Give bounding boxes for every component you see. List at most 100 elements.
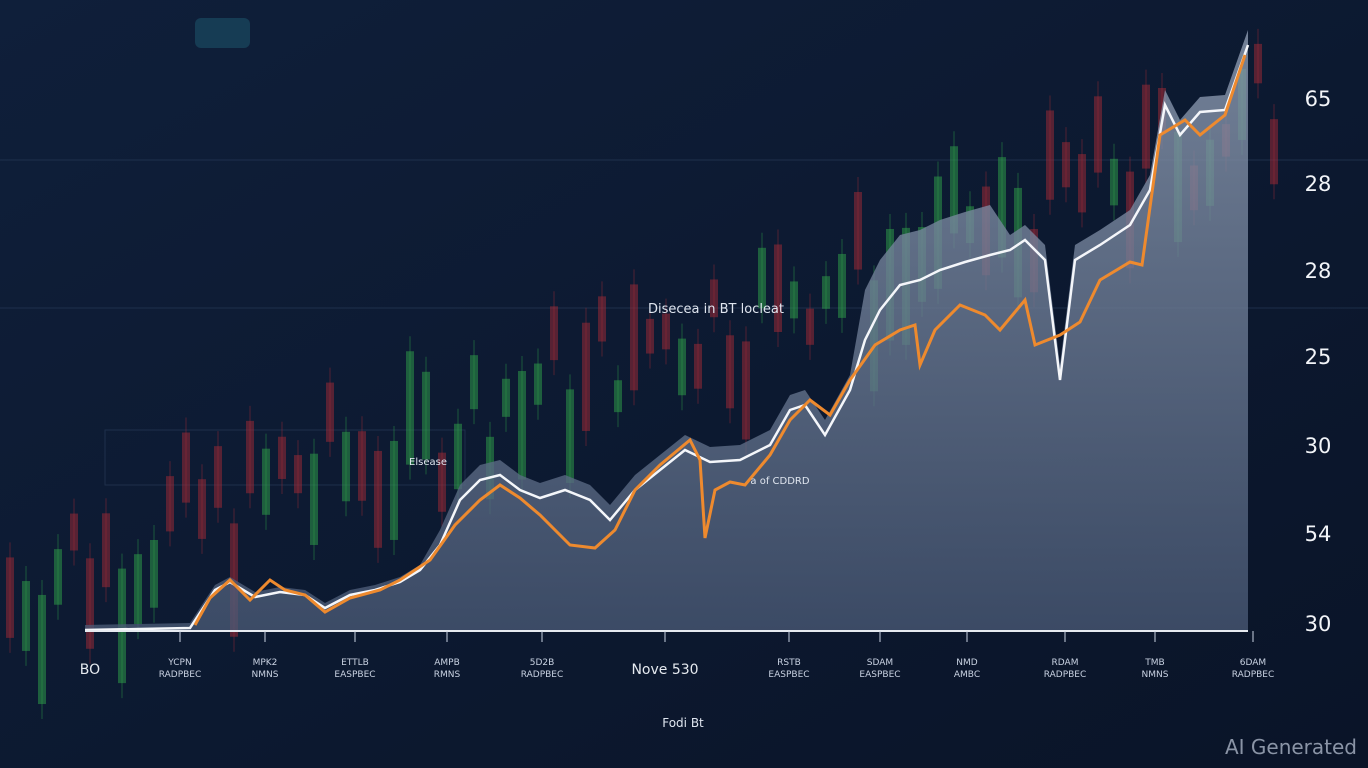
y-tick-label: 25 xyxy=(1305,345,1332,369)
candle-body xyxy=(390,440,398,540)
x-tick-label: AMBC xyxy=(954,670,980,680)
x-axis-title: Fodi Bt xyxy=(662,716,704,730)
candle-body xyxy=(358,431,366,501)
x-tick-label: YCPN xyxy=(167,658,191,668)
y-tick-label: 30 xyxy=(1305,612,1332,636)
candle-body xyxy=(790,281,798,319)
candle-body xyxy=(502,378,510,417)
candle-body xyxy=(822,276,830,309)
x-tick-label: RDAM xyxy=(1052,658,1079,668)
candle-body xyxy=(518,371,526,480)
candle-body xyxy=(998,157,1006,258)
candle-body xyxy=(1142,84,1150,169)
candle-body xyxy=(294,455,302,494)
x-tick-label: 5D2B xyxy=(530,658,555,668)
white-line xyxy=(84,44,1250,632)
candle-body xyxy=(758,247,766,309)
candle-body xyxy=(1046,110,1054,200)
x-tick-label: 6DAM xyxy=(1240,658,1266,668)
candle-body xyxy=(662,313,670,350)
x-tick-label: EASPBEC xyxy=(859,670,900,680)
x-tick-label: RSTB xyxy=(777,658,801,668)
candle-body xyxy=(534,363,542,405)
x-tick-label: EASPBEC xyxy=(768,670,809,680)
candle-body xyxy=(1110,158,1118,206)
x-tick-label: RADPBEC xyxy=(521,670,564,680)
candle-body xyxy=(70,513,78,551)
candle-body xyxy=(550,306,558,361)
candle-body xyxy=(566,389,574,484)
candle-body xyxy=(806,308,814,345)
candle-body xyxy=(598,296,606,342)
candle-body xyxy=(150,540,158,608)
candle-body xyxy=(342,431,350,502)
candle-body xyxy=(198,479,206,539)
candle-body xyxy=(54,549,62,605)
y-tick-label: 30 xyxy=(1305,434,1332,458)
candle-body xyxy=(262,448,270,515)
price-area xyxy=(85,30,1248,631)
candle-body xyxy=(1094,96,1102,173)
candle-body xyxy=(582,322,590,431)
candle-body xyxy=(742,341,750,440)
candle-body xyxy=(854,192,862,270)
x-tick-label: EASPBEC xyxy=(334,670,375,680)
candle-body xyxy=(374,450,382,548)
y-tick-label: 54 xyxy=(1305,522,1332,546)
candle-body xyxy=(838,253,846,318)
y-tick-label: 28 xyxy=(1305,259,1332,283)
x-tick-label: NMNS xyxy=(1142,670,1169,680)
candle-body xyxy=(134,554,142,625)
candle-body xyxy=(678,338,686,396)
x-tick-label: RADPBEC xyxy=(1044,670,1087,680)
candle-body xyxy=(454,423,462,490)
candle-body xyxy=(102,513,110,588)
candle-body xyxy=(422,371,430,460)
annotation: Elsease xyxy=(409,457,447,468)
candle-body xyxy=(726,335,734,409)
candle-body xyxy=(182,432,190,503)
x-tick-label: RADPBEC xyxy=(159,670,202,680)
candle-body xyxy=(326,382,334,442)
candle-body xyxy=(38,594,46,705)
x-tick-label: NMD xyxy=(956,658,977,668)
annotation: a of CDDRD xyxy=(750,476,809,487)
candle-body xyxy=(86,558,94,649)
x-tick-label: NMNS xyxy=(252,670,279,680)
y-tick-label: 28 xyxy=(1305,172,1332,196)
y-tick-label: 65 xyxy=(1305,87,1332,111)
candle-body xyxy=(1062,142,1070,188)
candle-body xyxy=(614,380,622,413)
candle-body xyxy=(646,318,654,354)
candle-body xyxy=(214,446,222,508)
candle-body xyxy=(6,557,14,638)
x-tick-label: RMNS xyxy=(434,670,461,680)
candle-body xyxy=(1078,154,1086,213)
watermark: AI Generated xyxy=(1225,735,1357,759)
candle-body xyxy=(22,581,30,651)
candle-body xyxy=(470,355,478,410)
x-tick-label: Nove 530 xyxy=(631,662,698,678)
candle-body xyxy=(710,279,718,318)
candle-body xyxy=(630,284,638,391)
x-tick-label: RADPBEC xyxy=(1232,670,1275,680)
candle-body xyxy=(694,343,702,389)
labels: 65 28 28 25 30 54 30 BO YCPN RADPBEC MPK2 NMNS ETTLB… xyxy=(80,87,1332,680)
x-ticks xyxy=(179,631,1254,642)
x-tick-label: BO xyxy=(80,662,100,678)
x-tick-label: TMB xyxy=(1144,658,1164,668)
candle-body xyxy=(774,244,782,333)
candle-body xyxy=(950,146,958,234)
candle-body xyxy=(278,436,286,479)
x-tick-label: AMPB xyxy=(434,658,460,668)
candle-body xyxy=(1254,43,1262,84)
candle-body xyxy=(406,351,414,465)
candle-body xyxy=(166,476,174,532)
x-tick-label: ETTLB xyxy=(341,658,369,668)
x-tick-label: SDAM xyxy=(867,658,893,668)
candle-body xyxy=(310,453,318,545)
orange-line xyxy=(193,54,1247,626)
candle-body xyxy=(1270,119,1278,185)
